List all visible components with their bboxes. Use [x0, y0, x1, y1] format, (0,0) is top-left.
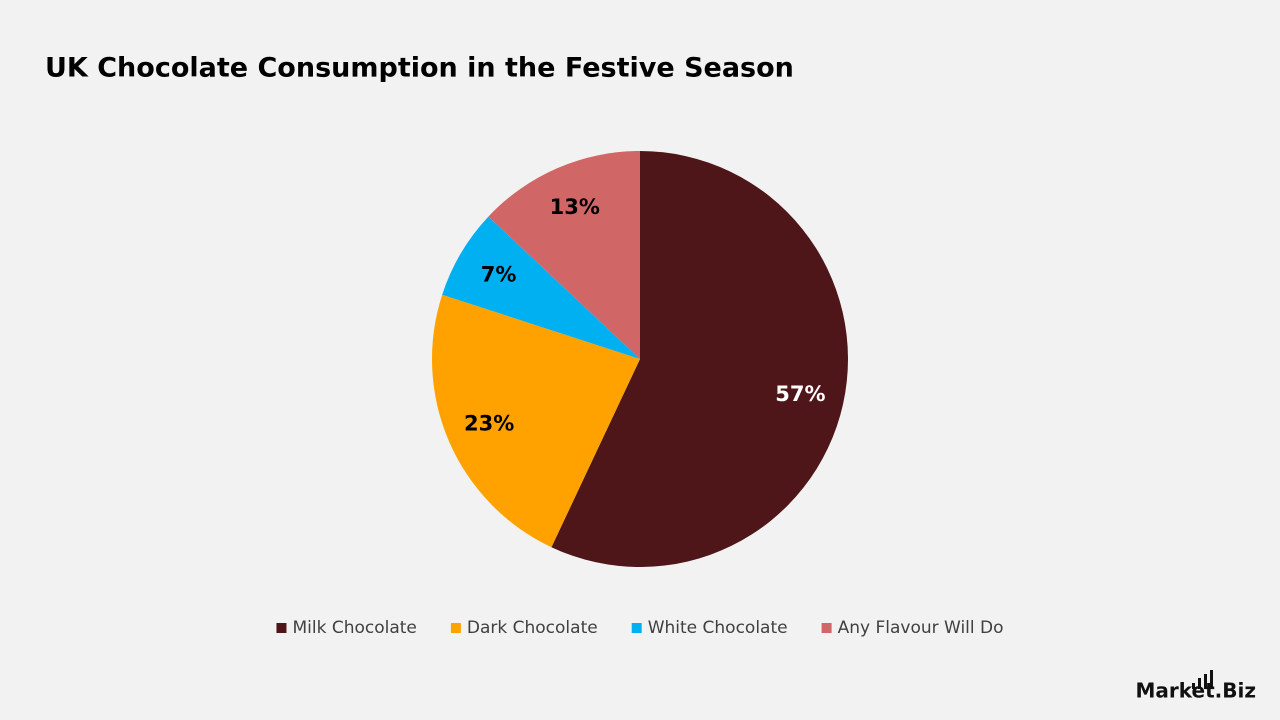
brand-icon: [1192, 670, 1213, 689]
legend-label: Milk Chocolate: [292, 618, 416, 638]
legend-swatch: [450, 623, 461, 633]
legend-swatch: [631, 623, 642, 633]
legend-swatch: [276, 623, 287, 633]
brand-logo: Market.Biz: [1136, 679, 1257, 703]
value-label: 23%: [464, 411, 514, 435]
legend-swatch: [821, 623, 832, 633]
legend-label: Any Flavour Will Do: [838, 618, 1004, 638]
legend-label: White Chocolate: [648, 618, 788, 638]
value-label: 57%: [775, 382, 825, 406]
pie-slice: [488, 151, 640, 359]
pie-slice: [551, 151, 848, 568]
chart-title: UK Chocolate Consumption in the Festive …: [45, 53, 794, 84]
pie-slice: [442, 216, 640, 359]
value-label: 7%: [481, 262, 517, 286]
value-label: 13%: [550, 195, 600, 219]
pie-slice: [432, 294, 640, 548]
legend-label: Dark Chocolate: [467, 618, 598, 638]
